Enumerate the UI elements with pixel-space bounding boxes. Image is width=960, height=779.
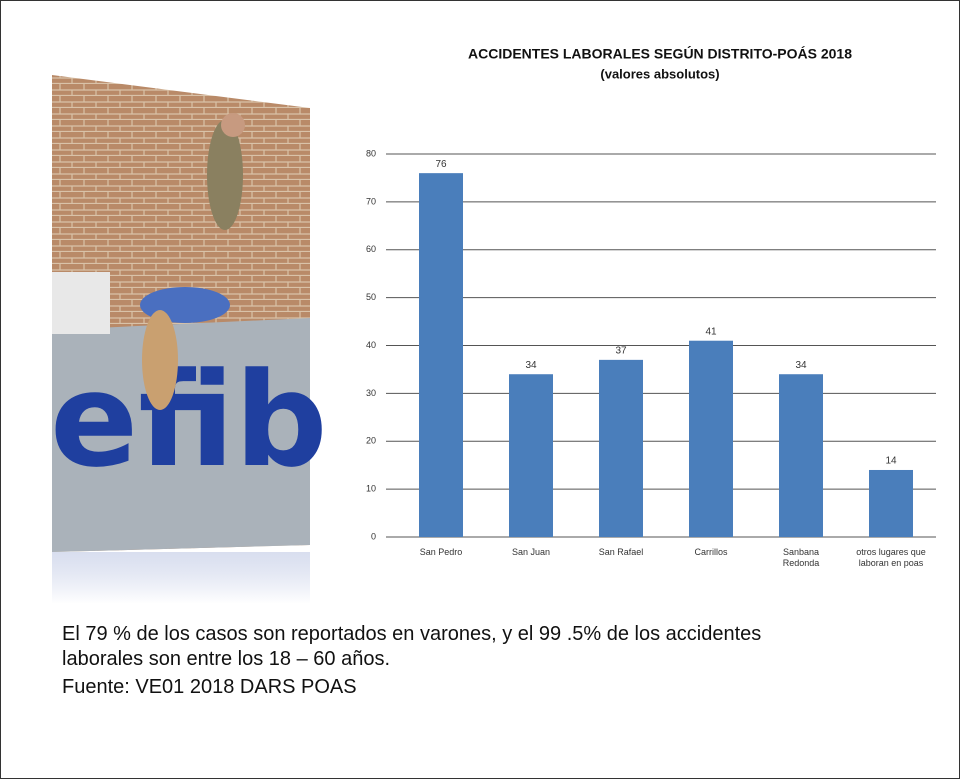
data-label: 76 bbox=[435, 159, 447, 170]
y-tick-label: 0 bbox=[371, 531, 376, 541]
x-tick-label-box: San Pedro bbox=[419, 547, 463, 557]
source: Fuente: VE01 2018 DARS POAS bbox=[62, 676, 357, 698]
x-tick-label-box: otros lugares que laboran en poas bbox=[856, 547, 926, 568]
y-tick-label: 20 bbox=[366, 436, 376, 446]
data-label: 41 bbox=[705, 326, 717, 337]
data-label: 37 bbox=[615, 346, 627, 357]
chart-subtitle: (valores absolutos) bbox=[600, 66, 719, 81]
bar bbox=[869, 469, 913, 537]
y-tick-label: 30 bbox=[366, 388, 376, 398]
x-tick-label-box: San Rafael bbox=[598, 547, 644, 557]
y-tick-label: 80 bbox=[366, 148, 376, 158]
x-tick-label-box: Sanbana Redonda bbox=[782, 547, 820, 568]
y-tick-label: 50 bbox=[366, 292, 376, 302]
x-tick-label-box: Carrillos bbox=[694, 547, 728, 557]
y-tick-label: 60 bbox=[366, 244, 376, 254]
bar bbox=[779, 374, 823, 537]
svg-text:efib: efib bbox=[50, 344, 328, 496]
x-tick-label-box: San Juan bbox=[511, 547, 551, 557]
x-tick-label: San Pedro bbox=[419, 547, 463, 557]
bar bbox=[419, 173, 463, 537]
x-tick-label: otros lugares que laboran en poas bbox=[856, 547, 926, 568]
bar bbox=[509, 374, 553, 537]
y-tick-label: 10 bbox=[366, 484, 376, 494]
x-tick-label: San Juan bbox=[511, 547, 551, 557]
y-tick-label: 70 bbox=[366, 196, 376, 206]
y-tick-label: 40 bbox=[366, 340, 376, 350]
data-label: 34 bbox=[525, 360, 537, 371]
data-label: 34 bbox=[795, 360, 807, 371]
x-tick-label: San Rafael bbox=[598, 547, 644, 557]
bar bbox=[689, 340, 733, 537]
photo: efib bbox=[50, 75, 328, 604]
x-tick-label: Carrillos bbox=[694, 547, 728, 557]
bar bbox=[599, 359, 643, 537]
data-label: 14 bbox=[885, 456, 897, 467]
chart-title: ACCIDENTES LABORALES SEGÚN DISTRITO-POÁS… bbox=[468, 45, 852, 62]
x-tick-label: Sanbana Redonda bbox=[782, 547, 820, 568]
annotation: El 79 % de los casos son reportados en v… bbox=[62, 623, 762, 670]
